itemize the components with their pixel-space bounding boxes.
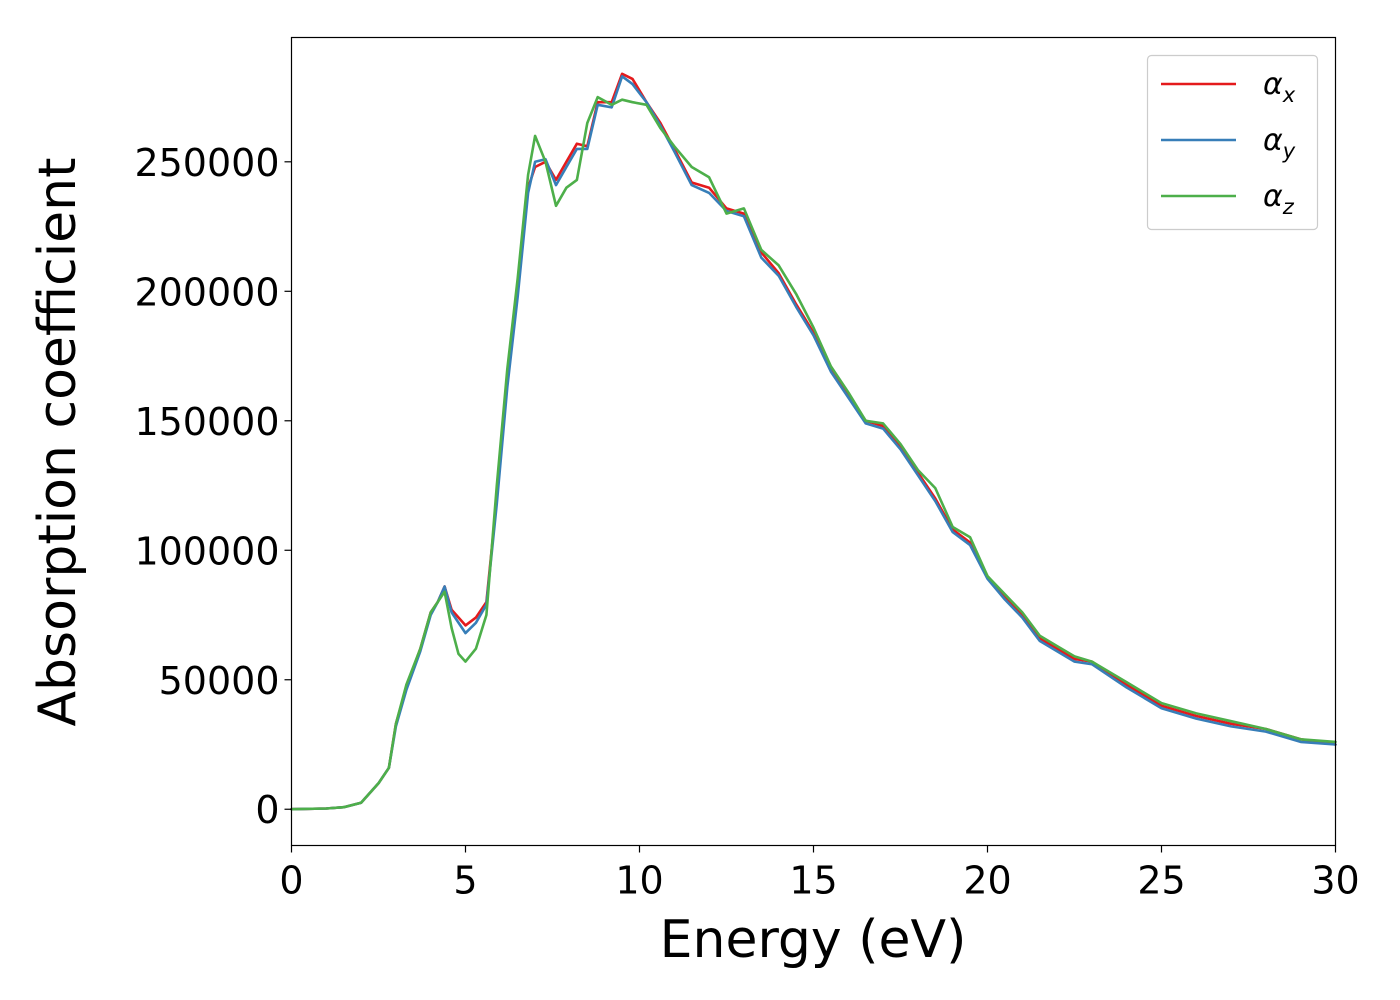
y-tick-label: 50000 — [159, 659, 280, 703]
legend-box — [1146, 54, 1319, 231]
x-tick-label: 5 — [453, 859, 477, 903]
y-axis: 0 50000 100000 150000 200000 250000 — [134, 141, 292, 832]
x-tick-label: 30 — [1311, 859, 1359, 903]
x-tick-label: 20 — [963, 859, 1011, 903]
y-tick-label: 100000 — [134, 529, 279, 573]
x-axis: 0 5 10 15 20 25 30 — [279, 845, 1360, 903]
x-tick-label: 15 — [789, 859, 837, 903]
x-tick-label: 10 — [615, 859, 663, 903]
legend-label-y: αy — [1263, 123, 1296, 163]
y-tick-label: 150000 — [134, 400, 279, 444]
legend: αx αy αz — [1146, 54, 1319, 231]
y-tick-label: 200000 — [134, 270, 279, 314]
x-tick-label: 0 — [279, 859, 303, 903]
series-line-z — [290, 95, 1337, 811]
series-layer — [290, 72, 1337, 811]
x-axis-title: Energy (eV) — [660, 910, 967, 970]
y-tick-label: 250000 — [134, 141, 279, 185]
legend-label-x: αx — [1263, 67, 1296, 107]
legend-label-z: αz — [1263, 179, 1295, 219]
y-tick-label: 0 — [255, 788, 279, 832]
y-axis-title: Absorption coefficient — [28, 157, 88, 726]
x-tick-label: 25 — [1137, 859, 1185, 903]
